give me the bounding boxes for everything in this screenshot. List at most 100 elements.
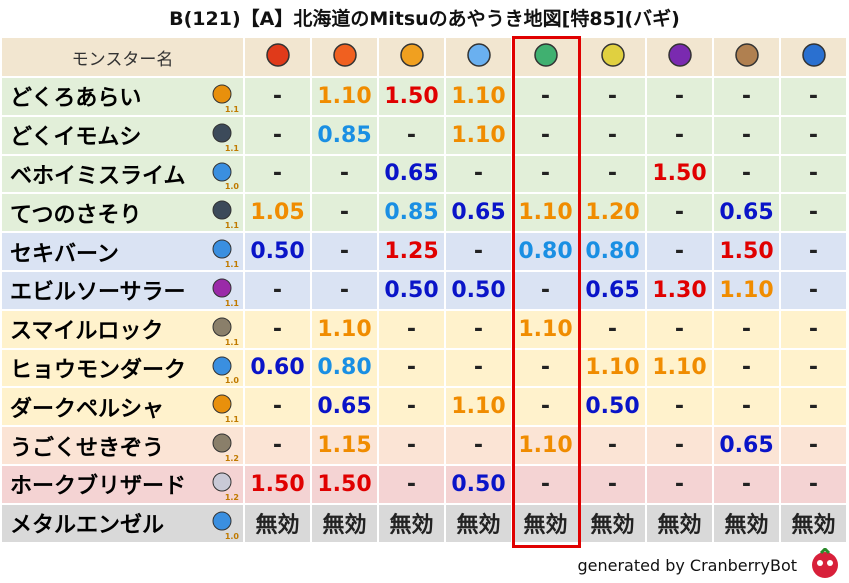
column-highlight	[512, 36, 581, 548]
monster-row: うごくせきぞう 1.2-1.15- -1.10- -0.65-	[2, 427, 846, 464]
monster-row: ダークペルシャ 1.1-0.65-1.10-0.50- - -	[2, 388, 846, 426]
resistance-value: 1.10	[580, 349, 645, 387]
resistance-value: -	[714, 116, 779, 154]
monster-name: てつのさそり	[10, 202, 142, 228]
size-label: 1.1	[224, 337, 239, 347]
resistance-value: 無効	[714, 504, 779, 542]
family-icon	[211, 276, 233, 304]
family-icon	[211, 354, 233, 382]
element-icon	[801, 42, 826, 67]
resistance-value: -	[781, 271, 846, 309]
resistance-value: -	[245, 271, 310, 309]
element-icon	[533, 42, 558, 67]
element-icon-cell	[647, 38, 712, 76]
resistance-value: -	[245, 78, 310, 115]
family-icon-shape	[212, 123, 232, 143]
resistance-value: -	[446, 155, 511, 193]
family-icon-shape	[212, 317, 232, 337]
resistance-value: 0.65	[446, 194, 511, 232]
resistance-value: -	[647, 310, 712, 348]
family-icon-shape	[212, 356, 232, 376]
element-icon-cell	[781, 38, 846, 76]
resistance-value: 0.50	[379, 271, 444, 309]
family-icon-shape	[212, 511, 232, 531]
family-icon-shape	[212, 162, 232, 182]
resistance-value: 1.10	[513, 427, 578, 464]
monster-name: スマイルロック	[10, 319, 164, 345]
monster-row: エビルソーサラー 1.1- -0.50 0.50-0.65 1.30 1.10-	[2, 271, 846, 309]
size-label: 1.2	[224, 453, 239, 463]
size-label: 1.0	[224, 376, 239, 386]
resistance-value: -	[513, 465, 578, 503]
resistance-value: 0.85	[379, 194, 444, 232]
resistance-value: -	[379, 349, 444, 387]
resistance-value: -	[513, 78, 578, 115]
resistance-value: -	[312, 155, 377, 193]
monster-name: ホークブリザード	[10, 474, 187, 500]
resistance-value: -	[781, 349, 846, 387]
resistance-value: 0.65	[580, 271, 645, 309]
resistance-value: 1.10	[513, 194, 578, 232]
monster-name: うごくせきぞう	[10, 435, 165, 461]
element-icon-cell	[312, 38, 377, 76]
resistance-value: -	[513, 155, 578, 193]
element-icon-cell	[245, 38, 310, 76]
resistance-value: -	[379, 427, 444, 464]
element-icon-cell	[513, 38, 578, 76]
element-icon	[600, 42, 625, 67]
resistance-value: 0.65	[714, 194, 779, 232]
monster-name: ベホイミスライム	[10, 163, 186, 189]
resistance-value: -	[781, 78, 846, 115]
resistance-value: -	[513, 116, 578, 154]
resistance-value: 1.30	[647, 271, 712, 309]
monster-name-cell: どくイモムシ 1.1	[2, 116, 243, 154]
monster-name-cell: スマイルロック 1.1	[2, 310, 243, 348]
monster-row: ホークブリザード 1.2 1.50 1.50-0.50- - - - -	[2, 465, 846, 503]
resistance-value: -	[580, 427, 645, 464]
resistance-value: 1.25	[379, 233, 444, 270]
resistance-value: 0.65	[714, 427, 779, 464]
family-icon-shape	[212, 472, 232, 492]
resistance-value: -	[647, 116, 712, 154]
family-icon-shape	[212, 394, 232, 414]
element-icon-cell	[714, 38, 779, 76]
resistance-value: -	[580, 116, 645, 154]
size-label: 1.1	[224, 259, 239, 269]
resistance-value: 1.50	[647, 155, 712, 193]
family-icon	[211, 160, 233, 188]
resistance-value: 1.10	[513, 310, 578, 348]
monster-name: セキバーン	[10, 241, 119, 267]
family-icon-shape	[212, 278, 232, 298]
resistance-value: -	[513, 388, 578, 426]
resistance-value: 無効	[580, 504, 645, 542]
bot-icon	[812, 548, 838, 578]
table-body: モンスター名 どくろあらい 1.1-1.10 1.50 1.10- - - - - どくイモムシ 1…	[2, 38, 846, 542]
resistance-value: 無効	[446, 504, 511, 542]
resistance-value: -	[379, 388, 444, 426]
element-icon	[466, 42, 491, 67]
resistance-value: 0.50	[580, 388, 645, 426]
resistance-value: -	[513, 349, 578, 387]
header-row: モンスター名	[2, 38, 846, 76]
resistance-value: -	[781, 194, 846, 232]
resistance-value: 1.50	[312, 465, 377, 503]
monster-name-cell: てつのさそり 1.1	[2, 194, 243, 232]
element-icon-cell	[580, 38, 645, 76]
family-icon	[211, 431, 233, 459]
resistance-value: 1.50	[379, 78, 444, 115]
family-icon	[211, 470, 233, 498]
family-icon	[211, 237, 233, 265]
element-icon-cell	[446, 38, 511, 76]
resistance-value: 1.15	[312, 427, 377, 464]
resistance-value: -	[446, 310, 511, 348]
monster-name: どくろあらい	[10, 86, 142, 112]
element-icon	[399, 42, 424, 67]
resistance-value: 1.10	[312, 78, 377, 115]
size-label: 1.1	[224, 298, 239, 308]
monster-name-cell: ダークペルシャ 1.1	[2, 388, 243, 426]
resistance-value: -	[714, 388, 779, 426]
resistance-value: -	[379, 310, 444, 348]
monster-row: ヒョウモンダーク 1.0 0.60 0.80- - -1.10 1.10- -	[2, 349, 846, 387]
resistance-value: -	[245, 155, 310, 193]
resistance-value: -	[513, 271, 578, 309]
